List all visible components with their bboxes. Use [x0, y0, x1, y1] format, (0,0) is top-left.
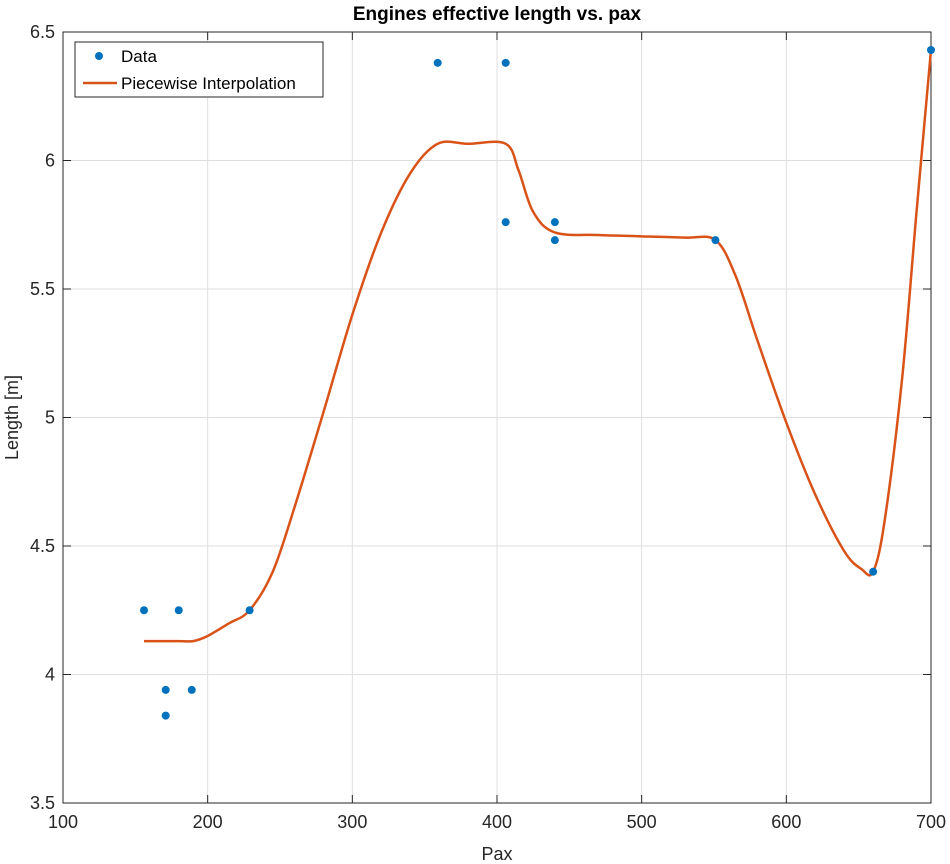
data-point	[174, 606, 183, 615]
data-point	[711, 236, 720, 245]
legend-label-interpolation: Piecewise Interpolation	[121, 74, 296, 93]
x-tick-label: 600	[771, 812, 801, 832]
x-tick-label: 200	[193, 812, 223, 832]
data-point	[927, 45, 935, 54]
data-point	[161, 685, 170, 694]
y-tick-label: 4.5	[30, 536, 55, 556]
data-point	[161, 711, 170, 720]
y-tick-label: 5.5	[30, 279, 55, 299]
chart-title: Engines effective length vs. pax	[353, 4, 642, 25]
data-point	[550, 218, 559, 227]
x-tick-label: 100	[48, 812, 78, 832]
y-tick-label: 4	[45, 665, 55, 685]
data-point	[245, 606, 254, 615]
data-point	[140, 606, 149, 615]
data-point	[433, 58, 442, 67]
data-point	[869, 567, 878, 576]
data-point	[187, 685, 196, 694]
legend-label-data: Data	[121, 47, 157, 66]
y-tick-label: 5	[45, 408, 55, 428]
series	[140, 45, 935, 720]
y-tick-label: 6.5	[30, 22, 55, 42]
legend: Data Piecewise Interpolation	[74, 41, 324, 98]
data-point	[501, 58, 510, 67]
legend-box	[74, 41, 324, 98]
y-axis-title: Length [m]	[2, 375, 22, 460]
y-tick-label: 6	[45, 151, 55, 171]
axis-ticks: 100 200 300 400 500 600 700 3.5 4 4.5 5 5.5 6 6.5	[30, 22, 946, 832]
data-point	[550, 236, 559, 245]
data-point	[501, 218, 510, 227]
x-tick-label: 700	[916, 812, 946, 832]
x-axis-title: Pax	[481, 844, 512, 864]
x-tick-label: 500	[627, 812, 657, 832]
y-tick-label: 3.5	[30, 793, 55, 813]
legend-data-marker	[95, 52, 103, 60]
x-tick-label: 400	[482, 812, 512, 832]
x-tick-label: 300	[337, 812, 367, 832]
